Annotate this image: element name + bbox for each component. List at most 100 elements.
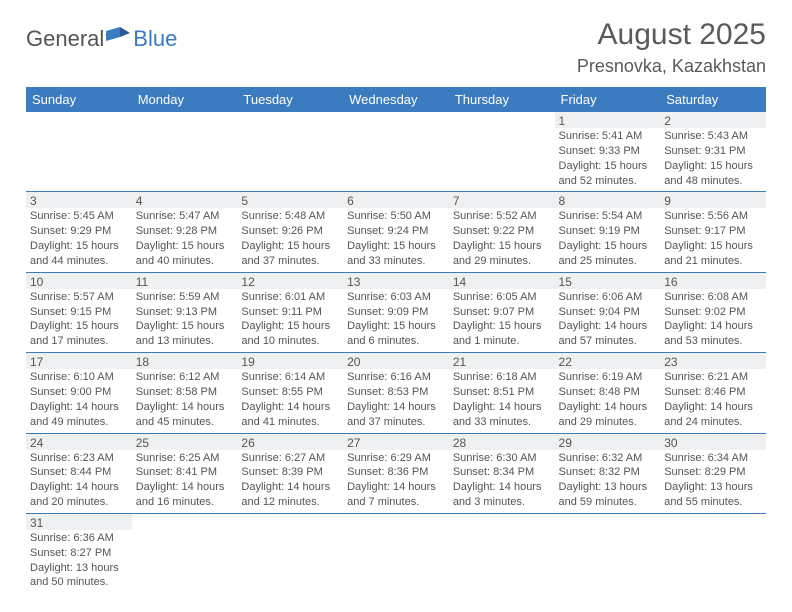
calendar-day-cell: 11Sunrise: 5:59 AMSunset: 9:13 PMDayligh…	[132, 272, 238, 352]
daylight-text-1: Daylight: 15 hours	[347, 319, 445, 334]
daylight-text-1: Daylight: 15 hours	[664, 239, 762, 254]
calendar-day-cell: 2Sunrise: 5:43 AMSunset: 9:31 PMDaylight…	[660, 112, 766, 192]
daylight-text-2: and 29 minutes.	[559, 415, 657, 430]
day-number: 24	[26, 434, 132, 450]
sunrise-text: Sunrise: 6:05 AM	[453, 290, 551, 305]
sunrise-text: Sunrise: 6:06 AM	[559, 290, 657, 305]
title-block: August 2025 Presnovka, Kazakhstan	[577, 18, 766, 77]
daylight-text-2: and 40 minutes.	[136, 254, 234, 269]
weekday-header: Saturday	[660, 87, 766, 112]
day-number: 11	[132, 273, 238, 289]
calendar-week-row: 10Sunrise: 5:57 AMSunset: 9:15 PMDayligh…	[26, 272, 766, 352]
daylight-text-1: Daylight: 14 hours	[559, 400, 657, 415]
calendar-day-cell: 15Sunrise: 6:06 AMSunset: 9:04 PMDayligh…	[555, 272, 661, 352]
calendar-day-cell: 14Sunrise: 6:05 AMSunset: 9:07 PMDayligh…	[449, 272, 555, 352]
calendar-day-cell: 7Sunrise: 5:52 AMSunset: 9:22 PMDaylight…	[449, 192, 555, 272]
daylight-text-2: and 20 minutes.	[30, 495, 128, 510]
daylight-text-1: Daylight: 15 hours	[30, 319, 128, 334]
calendar-empty-cell	[237, 513, 343, 593]
sunset-text: Sunset: 8:58 PM	[136, 385, 234, 400]
daylight-text-2: and 45 minutes.	[136, 415, 234, 430]
sunrise-text: Sunrise: 6:16 AM	[347, 370, 445, 385]
daylight-text-2: and 10 minutes.	[241, 334, 339, 349]
calendar-day-cell: 24Sunrise: 6:23 AMSunset: 8:44 PMDayligh…	[26, 433, 132, 513]
daylight-text-2: and 41 minutes.	[241, 415, 339, 430]
day-number: 2	[660, 112, 766, 128]
day-number: 20	[343, 353, 449, 369]
calendar-day-cell: 13Sunrise: 6:03 AMSunset: 9:09 PMDayligh…	[343, 272, 449, 352]
day-details: Sunrise: 5:50 AMSunset: 9:24 PMDaylight:…	[343, 208, 449, 271]
logo-flag-icon	[106, 27, 132, 45]
daylight-text-1: Daylight: 14 hours	[136, 400, 234, 415]
sunset-text: Sunset: 9:19 PM	[559, 224, 657, 239]
daylight-text-2: and 55 minutes.	[664, 495, 762, 510]
sunrise-text: Sunrise: 6:19 AM	[559, 370, 657, 385]
day-number: 18	[132, 353, 238, 369]
sunset-text: Sunset: 9:11 PM	[241, 305, 339, 320]
day-number: 3	[26, 192, 132, 208]
calendar-table: Sunday Monday Tuesday Wednesday Thursday…	[26, 87, 766, 593]
sunrise-text: Sunrise: 5:54 AM	[559, 209, 657, 224]
weekday-header-row: Sunday Monday Tuesday Wednesday Thursday…	[26, 87, 766, 112]
daylight-text-1: Daylight: 15 hours	[136, 319, 234, 334]
calendar-day-cell: 31Sunrise: 6:36 AMSunset: 8:27 PMDayligh…	[26, 513, 132, 593]
month-title: August 2025	[577, 18, 766, 52]
calendar-day-cell: 29Sunrise: 6:32 AMSunset: 8:32 PMDayligh…	[555, 433, 661, 513]
sunrise-text: Sunrise: 5:41 AM	[559, 129, 657, 144]
calendar-day-cell: 9Sunrise: 5:56 AMSunset: 9:17 PMDaylight…	[660, 192, 766, 272]
day-number: 30	[660, 434, 766, 450]
calendar-day-cell: 6Sunrise: 5:50 AMSunset: 9:24 PMDaylight…	[343, 192, 449, 272]
daylight-text-2: and 3 minutes.	[453, 495, 551, 510]
calendar-day-cell: 28Sunrise: 6:30 AMSunset: 8:34 PMDayligh…	[449, 433, 555, 513]
calendar-day-cell: 10Sunrise: 5:57 AMSunset: 9:15 PMDayligh…	[26, 272, 132, 352]
day-number: 28	[449, 434, 555, 450]
calendar-day-cell: 26Sunrise: 6:27 AMSunset: 8:39 PMDayligh…	[237, 433, 343, 513]
day-details: Sunrise: 6:23 AMSunset: 8:44 PMDaylight:…	[26, 450, 132, 513]
day-details: Sunrise: 6:06 AMSunset: 9:04 PMDaylight:…	[555, 289, 661, 352]
day-number: 21	[449, 353, 555, 369]
calendar-empty-cell	[449, 513, 555, 593]
sunset-text: Sunset: 8:44 PM	[30, 465, 128, 480]
sunset-text: Sunset: 9:26 PM	[241, 224, 339, 239]
sunset-text: Sunset: 8:27 PM	[30, 546, 128, 561]
calendar-day-cell: 12Sunrise: 6:01 AMSunset: 9:11 PMDayligh…	[237, 272, 343, 352]
daylight-text-1: Daylight: 14 hours	[136, 480, 234, 495]
day-details: Sunrise: 5:45 AMSunset: 9:29 PMDaylight:…	[26, 208, 132, 271]
sunset-text: Sunset: 9:33 PM	[559, 144, 657, 159]
day-details: Sunrise: 5:52 AMSunset: 9:22 PMDaylight:…	[449, 208, 555, 271]
calendar-day-cell: 8Sunrise: 5:54 AMSunset: 9:19 PMDaylight…	[555, 192, 661, 272]
day-number: 15	[555, 273, 661, 289]
daylight-text-2: and 17 minutes.	[30, 334, 128, 349]
calendar-week-row: 3Sunrise: 5:45 AMSunset: 9:29 PMDaylight…	[26, 192, 766, 272]
sunrise-text: Sunrise: 5:48 AM	[241, 209, 339, 224]
daylight-text-2: and 25 minutes.	[559, 254, 657, 269]
day-details: Sunrise: 6:27 AMSunset: 8:39 PMDaylight:…	[237, 450, 343, 513]
day-details: Sunrise: 5:41 AMSunset: 9:33 PMDaylight:…	[555, 128, 661, 191]
sunrise-text: Sunrise: 6:34 AM	[664, 451, 762, 466]
sunset-text: Sunset: 8:48 PM	[559, 385, 657, 400]
sunrise-text: Sunrise: 5:50 AM	[347, 209, 445, 224]
calendar-day-cell: 19Sunrise: 6:14 AMSunset: 8:55 PMDayligh…	[237, 353, 343, 433]
calendar-empty-cell	[132, 112, 238, 192]
sunrise-text: Sunrise: 6:08 AM	[664, 290, 762, 305]
daylight-text-1: Daylight: 15 hours	[559, 159, 657, 174]
sunset-text: Sunset: 8:51 PM	[453, 385, 551, 400]
day-details: Sunrise: 6:12 AMSunset: 8:58 PMDaylight:…	[132, 369, 238, 432]
daylight-text-1: Daylight: 13 hours	[664, 480, 762, 495]
day-number: 25	[132, 434, 238, 450]
day-number: 26	[237, 434, 343, 450]
sunset-text: Sunset: 8:34 PM	[453, 465, 551, 480]
sunset-text: Sunset: 9:29 PM	[30, 224, 128, 239]
calendar-day-cell: 27Sunrise: 6:29 AMSunset: 8:36 PMDayligh…	[343, 433, 449, 513]
daylight-text-2: and 57 minutes.	[559, 334, 657, 349]
daylight-text-1: Daylight: 14 hours	[241, 400, 339, 415]
daylight-text-2: and 59 minutes.	[559, 495, 657, 510]
sunrise-text: Sunrise: 5:43 AM	[664, 129, 762, 144]
sunrise-text: Sunrise: 6:03 AM	[347, 290, 445, 305]
sunset-text: Sunset: 9:24 PM	[347, 224, 445, 239]
day-details: Sunrise: 6:03 AMSunset: 9:09 PMDaylight:…	[343, 289, 449, 352]
day-number: 13	[343, 273, 449, 289]
day-details: Sunrise: 5:57 AMSunset: 9:15 PMDaylight:…	[26, 289, 132, 352]
day-number: 23	[660, 353, 766, 369]
sunrise-text: Sunrise: 5:45 AM	[30, 209, 128, 224]
